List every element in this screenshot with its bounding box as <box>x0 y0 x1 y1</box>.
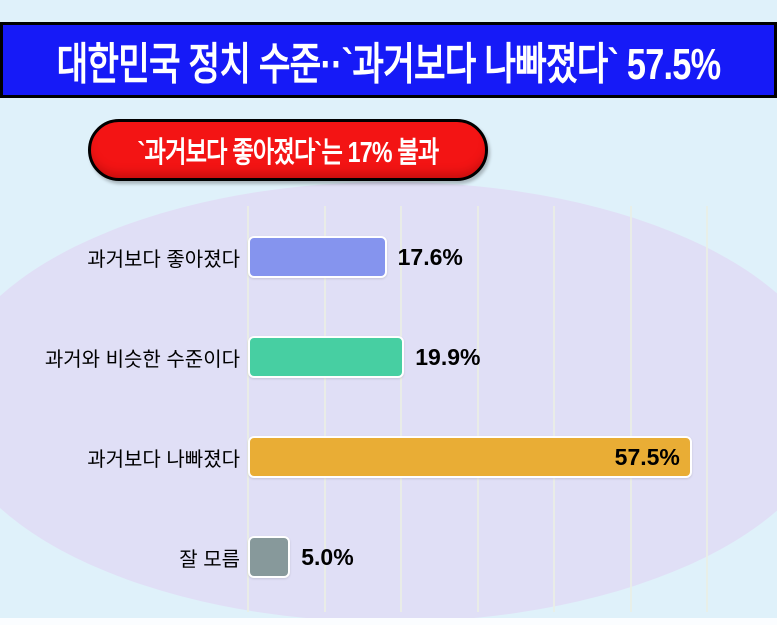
gridline <box>476 206 479 612</box>
chart-row: 과거보다 좋아졌다 17.6% <box>0 207 777 307</box>
category-label: 과거보다 나빠졌다 <box>87 448 240 471</box>
bar <box>248 236 387 278</box>
bar-wrap: 19.9% <box>248 336 480 378</box>
callout-pill: `과거보다 좋아졌다`는 17% 불과 <box>88 119 488 181</box>
category-label: 잘 모름 <box>179 548 240 571</box>
headline-title: 대한민국 정치 수준··`과거보다 나빠졌다` 57.5% <box>56 40 722 89</box>
gridline <box>629 206 632 612</box>
gridline <box>553 206 555 612</box>
bar <box>248 336 405 378</box>
gridline <box>247 206 249 612</box>
value-label: 19.9% <box>415 343 481 370</box>
value-label: 17.6% <box>397 243 463 270</box>
bar-wrap: 17.6% <box>248 236 463 278</box>
value-label: 57.5% <box>614 443 680 470</box>
gridline <box>323 206 326 612</box>
bar <box>248 536 291 578</box>
value-label: 5.0% <box>301 543 354 570</box>
category-label: 과거보다 좋아졌다 <box>87 248 240 271</box>
gridline <box>400 206 402 612</box>
bottom-strip <box>0 618 777 625</box>
chart-row: 과거와 비슷한 수준이다 19.9% <box>0 307 777 407</box>
bar-wrap: 5.0% <box>248 536 354 578</box>
category-label: 과거와 비슷한 수준이다 <box>44 348 240 371</box>
bar: 57.5% <box>248 436 692 478</box>
bar-wrap: 57.5% <box>248 436 692 478</box>
chart-row: 잘 모름 5.0% <box>0 507 777 607</box>
headline-banner: 대한민국 정치 수준··`과거보다 나빠졌다` 57.5% <box>0 22 777 98</box>
callout-text: `과거보다 좋아졌다`는 17% 불과 <box>137 137 440 169</box>
bar-chart: 과거보다 좋아졌다 17.6% 과거와 비슷한 수준이다 19.9% 과거보다 나빠졌다… <box>0 207 777 607</box>
oval-backdrop <box>0 182 777 622</box>
gridline <box>706 206 708 612</box>
chart-row: 과거보다 나빠졌다 57.5% <box>0 407 777 507</box>
